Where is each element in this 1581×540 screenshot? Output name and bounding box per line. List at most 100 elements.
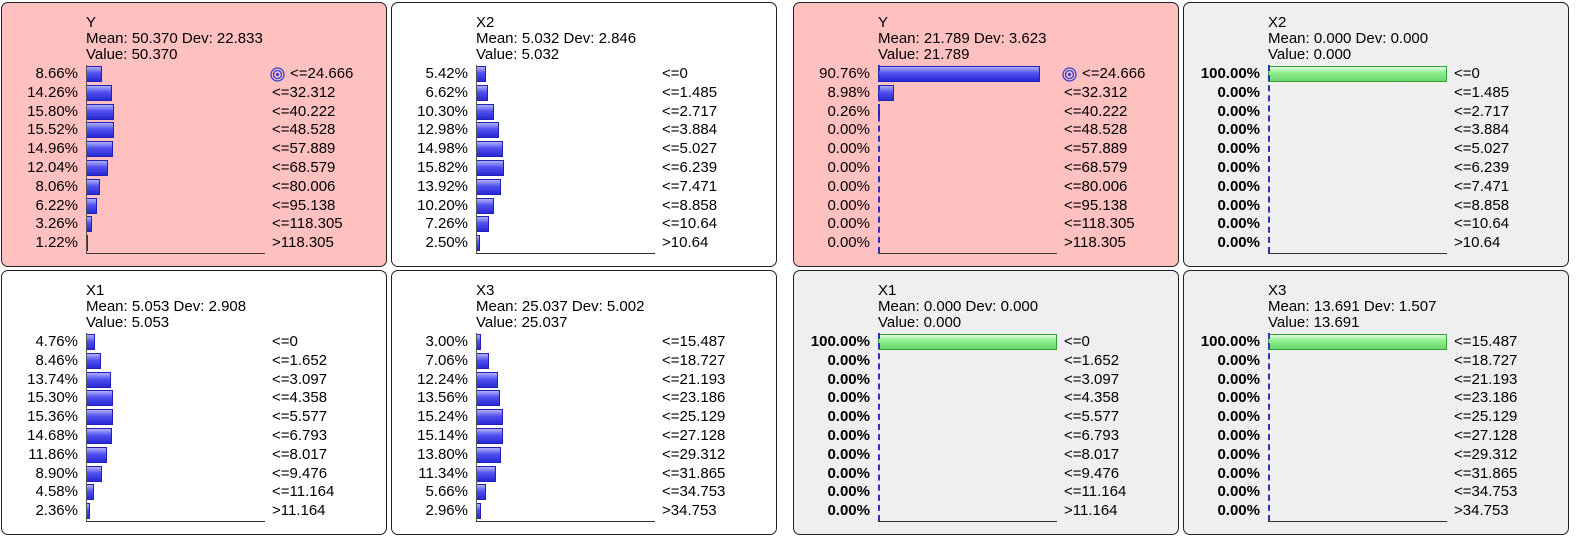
state-row[interactable]: 6.22% <=95.138 [2, 197, 386, 216]
state-row[interactable]: 0.00% <=5.577 [794, 408, 1178, 427]
state-row[interactable]: 15.24% <=25.129 [392, 408, 776, 427]
state-row[interactable]: 13.92% <=7.471 [392, 178, 776, 197]
state-row[interactable]: 0.00% >118.305 [794, 234, 1178, 253]
state-row[interactable]: 0.00% <=8.858 [1184, 197, 1568, 216]
state-row[interactable]: 15.36% <=5.577 [2, 408, 386, 427]
state-range-label: <=5.027 [662, 140, 718, 158]
node-x2[interactable]: X2 Mean: 5.032 Dev: 2.846 Value: 5.032 5.42… [391, 2, 777, 267]
state-row[interactable]: 3.26% <=118.305 [2, 215, 386, 234]
state-row[interactable]: 100.00% <=15.487 [1184, 333, 1568, 352]
state-row[interactable]: 0.00% <=4.358 [794, 389, 1178, 408]
state-row[interactable]: 7.26% <=10.64 [392, 215, 776, 234]
state-row[interactable]: 15.14% <=27.128 [392, 427, 776, 446]
state-row[interactable]: 0.26% <=40.222 [794, 103, 1178, 122]
state-row[interactable]: 6.62% <=1.485 [392, 84, 776, 103]
state-row[interactable]: 11.86% <=8.017 [2, 446, 386, 465]
state-row[interactable]: 0.00% <=25.129 [1184, 408, 1568, 427]
state-row[interactable]: 15.80% <=40.222 [2, 103, 386, 122]
state-row[interactable]: 0.00% <=34.753 [1184, 483, 1568, 502]
state-probability: 4.76% [35, 333, 78, 350]
state-row[interactable]: 0.00% <=7.471 [1184, 178, 1568, 197]
node-x2-conditioned[interactable]: X2 Mean: 0.000 Dev: 0.000 Value: 0.000 100.… [1183, 2, 1569, 267]
state-row[interactable]: 15.82% <=6.239 [392, 159, 776, 178]
state-row[interactable]: 100.00% <=0 [1184, 65, 1568, 84]
state-row[interactable]: 12.04% <=68.579 [2, 159, 386, 178]
state-row[interactable]: 14.68% <=6.793 [2, 427, 386, 446]
state-row[interactable]: 0.00% >11.164 [794, 502, 1178, 521]
state-row[interactable]: 8.06% <=80.006 [2, 178, 386, 197]
state-row[interactable]: 13.74% <=3.097 [2, 371, 386, 390]
state-row[interactable]: 0.00% <=68.579 [794, 159, 1178, 178]
node-value: Value: 5.032 [476, 46, 560, 63]
node-x1[interactable]: X1 Mean: 5.053 Dev: 2.908 Value: 5.053 4.76… [1, 270, 387, 535]
state-row[interactable]: 0.00% <=1.485 [1184, 84, 1568, 103]
node-x3[interactable]: X3 Mean: 25.037 Dev: 5.002 Value: 25.037 3.… [391, 270, 777, 535]
state-row[interactable]: 7.06% <=18.727 [392, 352, 776, 371]
state-row[interactable]: 0.00% <=48.528 [794, 121, 1178, 140]
state-row[interactable]: 0.00% <=6.239 [1184, 159, 1568, 178]
state-row[interactable]: 2.96% >34.753 [392, 502, 776, 521]
state-row[interactable]: 3.00% <=15.487 [392, 333, 776, 352]
state-row[interactable]: 5.66% <=34.753 [392, 483, 776, 502]
state-row[interactable]: 0.00% <=95.138 [794, 197, 1178, 216]
state-row[interactable]: 10.20% <=8.858 [392, 197, 776, 216]
state-row[interactable]: 12.98% <=3.884 [392, 121, 776, 140]
state-row[interactable]: 11.34% <=31.865 [392, 465, 776, 484]
state-row[interactable]: 0.00% <=3.884 [1184, 121, 1568, 140]
state-probability: 8.06% [35, 177, 78, 195]
state-row[interactable]: 0.00% <=11.164 [794, 483, 1178, 502]
node-x3-conditioned[interactable]: X3 Mean: 13.691 Dev: 1.507 Value: 13.691 10… [1183, 270, 1569, 535]
state-row[interactable]: 2.36% >11.164 [2, 502, 386, 521]
state-row[interactable]: 0.00% <=3.097 [794, 371, 1178, 390]
state-row[interactable]: 1.22% >118.305 [2, 234, 386, 253]
state-row[interactable]: 0.00% <=29.312 [1184, 446, 1568, 465]
state-row[interactable]: 0.00% <=21.193 [1184, 371, 1568, 390]
state-row[interactable]: 2.50% >10.64 [392, 234, 776, 253]
state-row[interactable]: 0.00% <=6.793 [794, 427, 1178, 446]
state-row[interactable]: 8.66% <=24.666 [2, 65, 386, 84]
node-y-evidence[interactable]: Y Mean: 50.370 Dev: 22.833 Value: 50.370 8.… [1, 2, 387, 267]
node-value: Value: 5.053 [86, 314, 170, 331]
state-probability: 0.00% [827, 464, 870, 482]
node-x1-conditioned[interactable]: X1 Mean: 0.000 Dev: 0.000 Value: 0.000 100.… [793, 270, 1179, 535]
node-y-evidence-conditioned[interactable]: Y Mean: 21.789 Dev: 3.623 Value: 21.789 90.… [793, 2, 1179, 267]
state-row[interactable]: 0.00% <=2.717 [1184, 103, 1568, 122]
state-row[interactable]: 0.00% <=8.017 [794, 446, 1178, 465]
state-row[interactable]: 14.96% <=57.889 [2, 140, 386, 159]
state-row[interactable]: 0.00% <=118.305 [794, 215, 1178, 234]
state-range-label: <=1.652 [1064, 351, 1120, 369]
state-row[interactable]: 0.00% <=9.476 [794, 465, 1178, 484]
state-row[interactable]: 8.46% <=1.652 [2, 352, 386, 371]
state-row[interactable]: 0.00% <=31.865 [1184, 465, 1568, 484]
state-row[interactable]: 13.56% <=23.186 [392, 389, 776, 408]
state-row[interactable]: 0.00% <=18.727 [1184, 352, 1568, 371]
state-row[interactable]: 0.00% <=57.889 [794, 140, 1178, 159]
state-row[interactable]: 4.76% <=0 [2, 333, 386, 352]
state-row[interactable]: 15.30% <=4.358 [2, 389, 386, 408]
state-range-label: <=118.305 [272, 215, 343, 233]
state-row[interactable]: 5.42% <=0 [392, 65, 776, 84]
state-row[interactable]: 0.00% >10.64 [1184, 234, 1568, 253]
state-row[interactable]: 4.58% <=11.164 [2, 483, 386, 502]
state-row[interactable]: 8.90% <=9.476 [2, 465, 386, 484]
state-row[interactable]: 100.00% <=0 [794, 333, 1178, 352]
state-row[interactable]: 0.00% <=80.006 [794, 178, 1178, 197]
state-probability: 0.00% [1217, 483, 1260, 501]
state-row[interactable]: 13.80% <=29.312 [392, 446, 776, 465]
state-row[interactable]: 10.30% <=2.717 [392, 103, 776, 122]
state-row[interactable]: 12.24% <=21.193 [392, 371, 776, 390]
probability-bar [86, 390, 114, 407]
state-row[interactable]: 90.76% <=24.666 [794, 65, 1178, 84]
state-row[interactable]: 15.52% <=48.528 [2, 121, 386, 140]
state-probability: 0.00% [827, 234, 870, 252]
state-row[interactable]: 0.00% <=27.128 [1184, 427, 1568, 446]
state-row[interactable]: 0.00% <=5.027 [1184, 140, 1568, 159]
state-row[interactable]: 14.26% <=32.312 [2, 84, 386, 103]
node-value: Value: 13.691 [1268, 314, 1360, 331]
state-row[interactable]: 0.00% >34.753 [1184, 502, 1568, 521]
state-row[interactable]: 0.00% <=10.64 [1184, 215, 1568, 234]
state-row[interactable]: 8.98% <=32.312 [794, 84, 1178, 103]
state-row[interactable]: 0.00% <=1.652 [794, 352, 1178, 371]
state-row[interactable]: 0.00% <=23.186 [1184, 389, 1568, 408]
state-row[interactable]: 14.98% <=5.027 [392, 140, 776, 159]
